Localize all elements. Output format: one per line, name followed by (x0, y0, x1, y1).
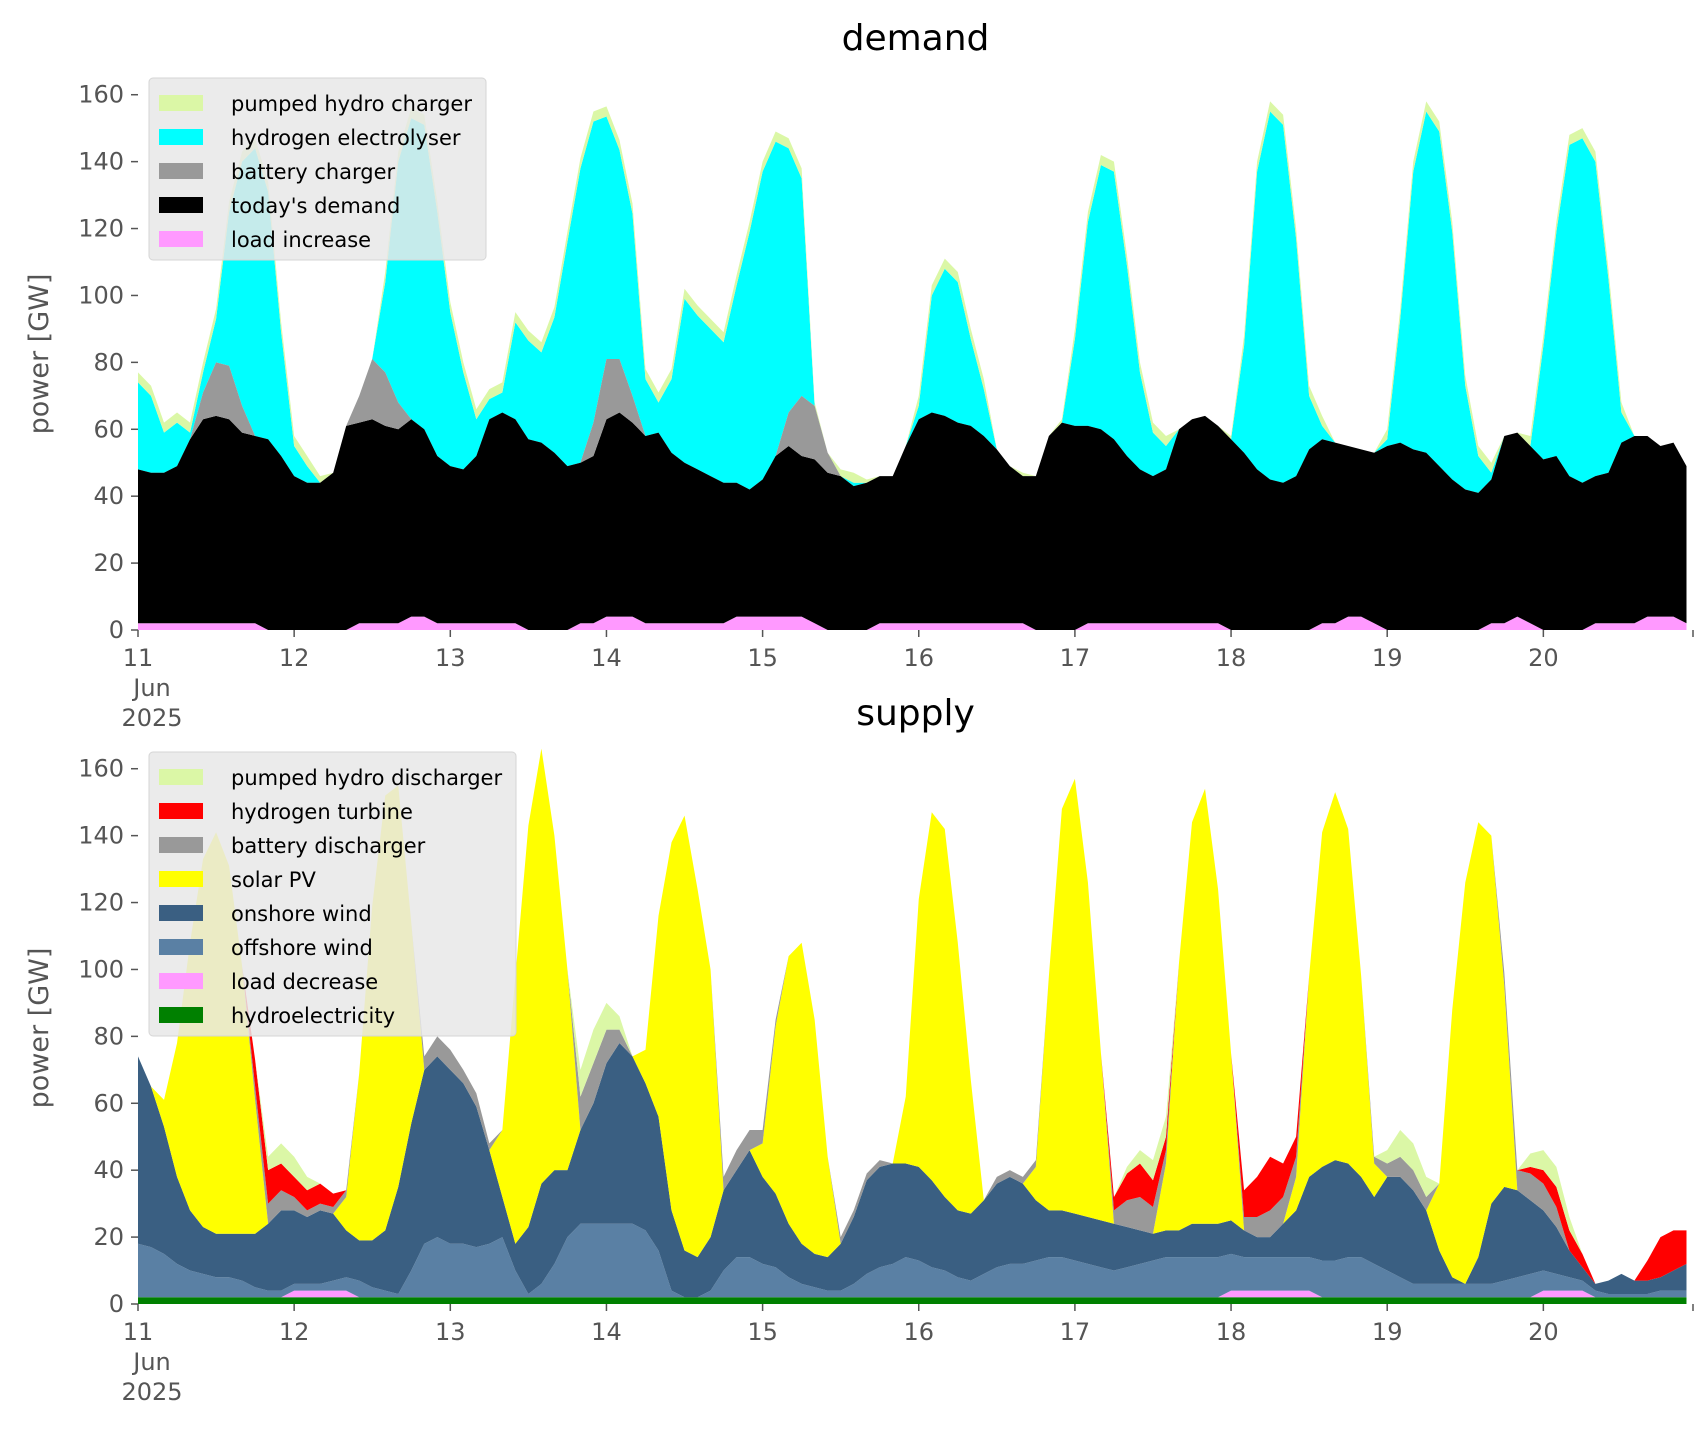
legend-label-hydroelectricity: hydroelectricity (231, 1004, 395, 1028)
area-today-s-demand (138, 412, 1687, 630)
x-tick-sublabel: Jun (131, 1348, 171, 1376)
y-tick-label: 100 (78, 281, 124, 309)
y-axis: 0 20 40 60 80 100 120 140 160 (78, 755, 138, 1318)
legend-label-solar-pv: solar PV (231, 868, 316, 892)
legend-label-load-increase: load increase (231, 228, 371, 252)
y-tick-label: 40 (93, 482, 124, 510)
area-hydrogen-electrolyser (138, 111, 1687, 493)
x-tick-label: 14 (591, 644, 622, 672)
y-tick-label: 80 (93, 1022, 124, 1050)
area-solar-pv (138, 748, 1687, 1284)
legend-label-hydrogen-electrolyser: hydrogen electrolyser (231, 126, 461, 150)
legend-swatch-battery-charger (159, 163, 203, 179)
y-tick-label: 120 (78, 889, 124, 917)
x-tick-label: 17 (1060, 1318, 1091, 1346)
legend-label-battery-charger: battery charger (231, 160, 396, 184)
x-tick-label: 16 (903, 644, 934, 672)
y-tick-label: 60 (93, 1089, 124, 1117)
y-tick-label: 160 (78, 81, 124, 109)
y-axis: 0 20 40 60 80 100 120 140 160 (78, 81, 138, 644)
x-tick-sublabel: 2025 (121, 704, 182, 732)
legend-swatch-battery-discharger (159, 837, 203, 853)
legend-label-hydrogen-turbine: hydrogen turbine (231, 800, 413, 824)
area-load-decrease (138, 1290, 1687, 1298)
x-tick-label: 18 (1216, 1318, 1247, 1346)
legend-swatch-today-s-demand (159, 197, 203, 213)
x-tick-label: 12 (279, 1318, 310, 1346)
x-tick-label: 13 (435, 644, 466, 672)
y-tick-label: 80 (93, 348, 124, 376)
x-tick-label: 19 (1372, 644, 1403, 672)
legend-label-pumped-hydro-discharger: pumped hydro discharger (231, 766, 502, 790)
area-hydroelectricity (138, 1297, 1687, 1304)
x-tick-label: 12 (279, 644, 310, 672)
y-tick-label: 20 (93, 1223, 124, 1251)
y-axis-label: power [GW] (24, 274, 55, 435)
legend-box (148, 77, 487, 261)
legend-swatch-offshore-wind (159, 939, 203, 955)
x-tick-label: 14 (591, 1318, 622, 1346)
x-tick-label: 20 (1528, 1318, 1559, 1346)
y-tick-label: 120 (78, 215, 124, 243)
area-layers (138, 101, 1687, 630)
legend-label-pumped-hydro-charger: pumped hydro charger (231, 92, 472, 116)
legend-label-onshore-wind: onshore wind (231, 902, 372, 926)
x-tick-sublabel: Jun (131, 674, 171, 702)
x-tick-label: 13 (435, 1318, 466, 1346)
legend-swatch-solar-pv (159, 871, 203, 887)
x-tick-label: 11 (123, 1318, 154, 1346)
area-layers (138, 748, 1687, 1304)
x-tick-label: 15 (747, 1318, 778, 1346)
area-pumped-hydro-charger (138, 101, 1687, 483)
chart-title: demand (842, 18, 990, 59)
y-tick-label: 160 (78, 755, 124, 783)
y-tick-label: 140 (78, 822, 124, 850)
legend-label-today-s-demand: today's demand (231, 194, 400, 218)
y-tick-label: 20 (93, 549, 124, 577)
chart-title: supply (856, 693, 975, 734)
x-tick-sublabel: 2025 (121, 1378, 182, 1406)
legend-swatch-load-decrease (159, 973, 203, 989)
legend: pumped hydro charger hydrogen electrolyse… (148, 77, 487, 261)
legend-box (148, 751, 517, 1037)
legend-swatch-pumped-hydro-discharger (159, 769, 203, 785)
legend-label-battery-discharger: battery discharger (231, 834, 426, 858)
legend: pumped hydro discharger hydrogen turbine b… (148, 751, 517, 1037)
x-tick-label: 17 (1060, 644, 1091, 672)
area-onshore-wind (138, 1043, 1687, 1298)
legend-swatch-load-increase (159, 231, 203, 247)
legend-swatch-hydrogen-electrolyser (159, 129, 203, 145)
y-axis-label: power [GW] (24, 948, 55, 1109)
x-tick-label: 16 (903, 1318, 934, 1346)
y-tick-label: 100 (78, 955, 124, 983)
legend-swatch-pumped-hydro-charger (159, 95, 203, 111)
legend-swatch-hydrogen-turbine (159, 803, 203, 819)
x-tick-label: 19 (1372, 1318, 1403, 1346)
legend-swatch-hydroelectricity (159, 1007, 203, 1023)
area-offshore-wind (138, 1223, 1687, 1298)
y-tick-label: 60 (93, 415, 124, 443)
y-tick-label: 0 (109, 616, 124, 644)
x-tick-label: 15 (747, 644, 778, 672)
y-tick-label: 140 (78, 148, 124, 176)
legend-swatch-onshore-wind (159, 905, 203, 921)
legend-label-load-decrease: load decrease (231, 970, 378, 994)
x-tick-label: 11 (123, 644, 154, 672)
legend-label-offshore-wind: offshore wind (231, 936, 373, 960)
y-tick-label: 0 (109, 1290, 124, 1318)
x-tick-label: 18 (1216, 644, 1247, 672)
x-tick-label: 20 (1528, 644, 1559, 672)
y-tick-label: 40 (93, 1156, 124, 1184)
